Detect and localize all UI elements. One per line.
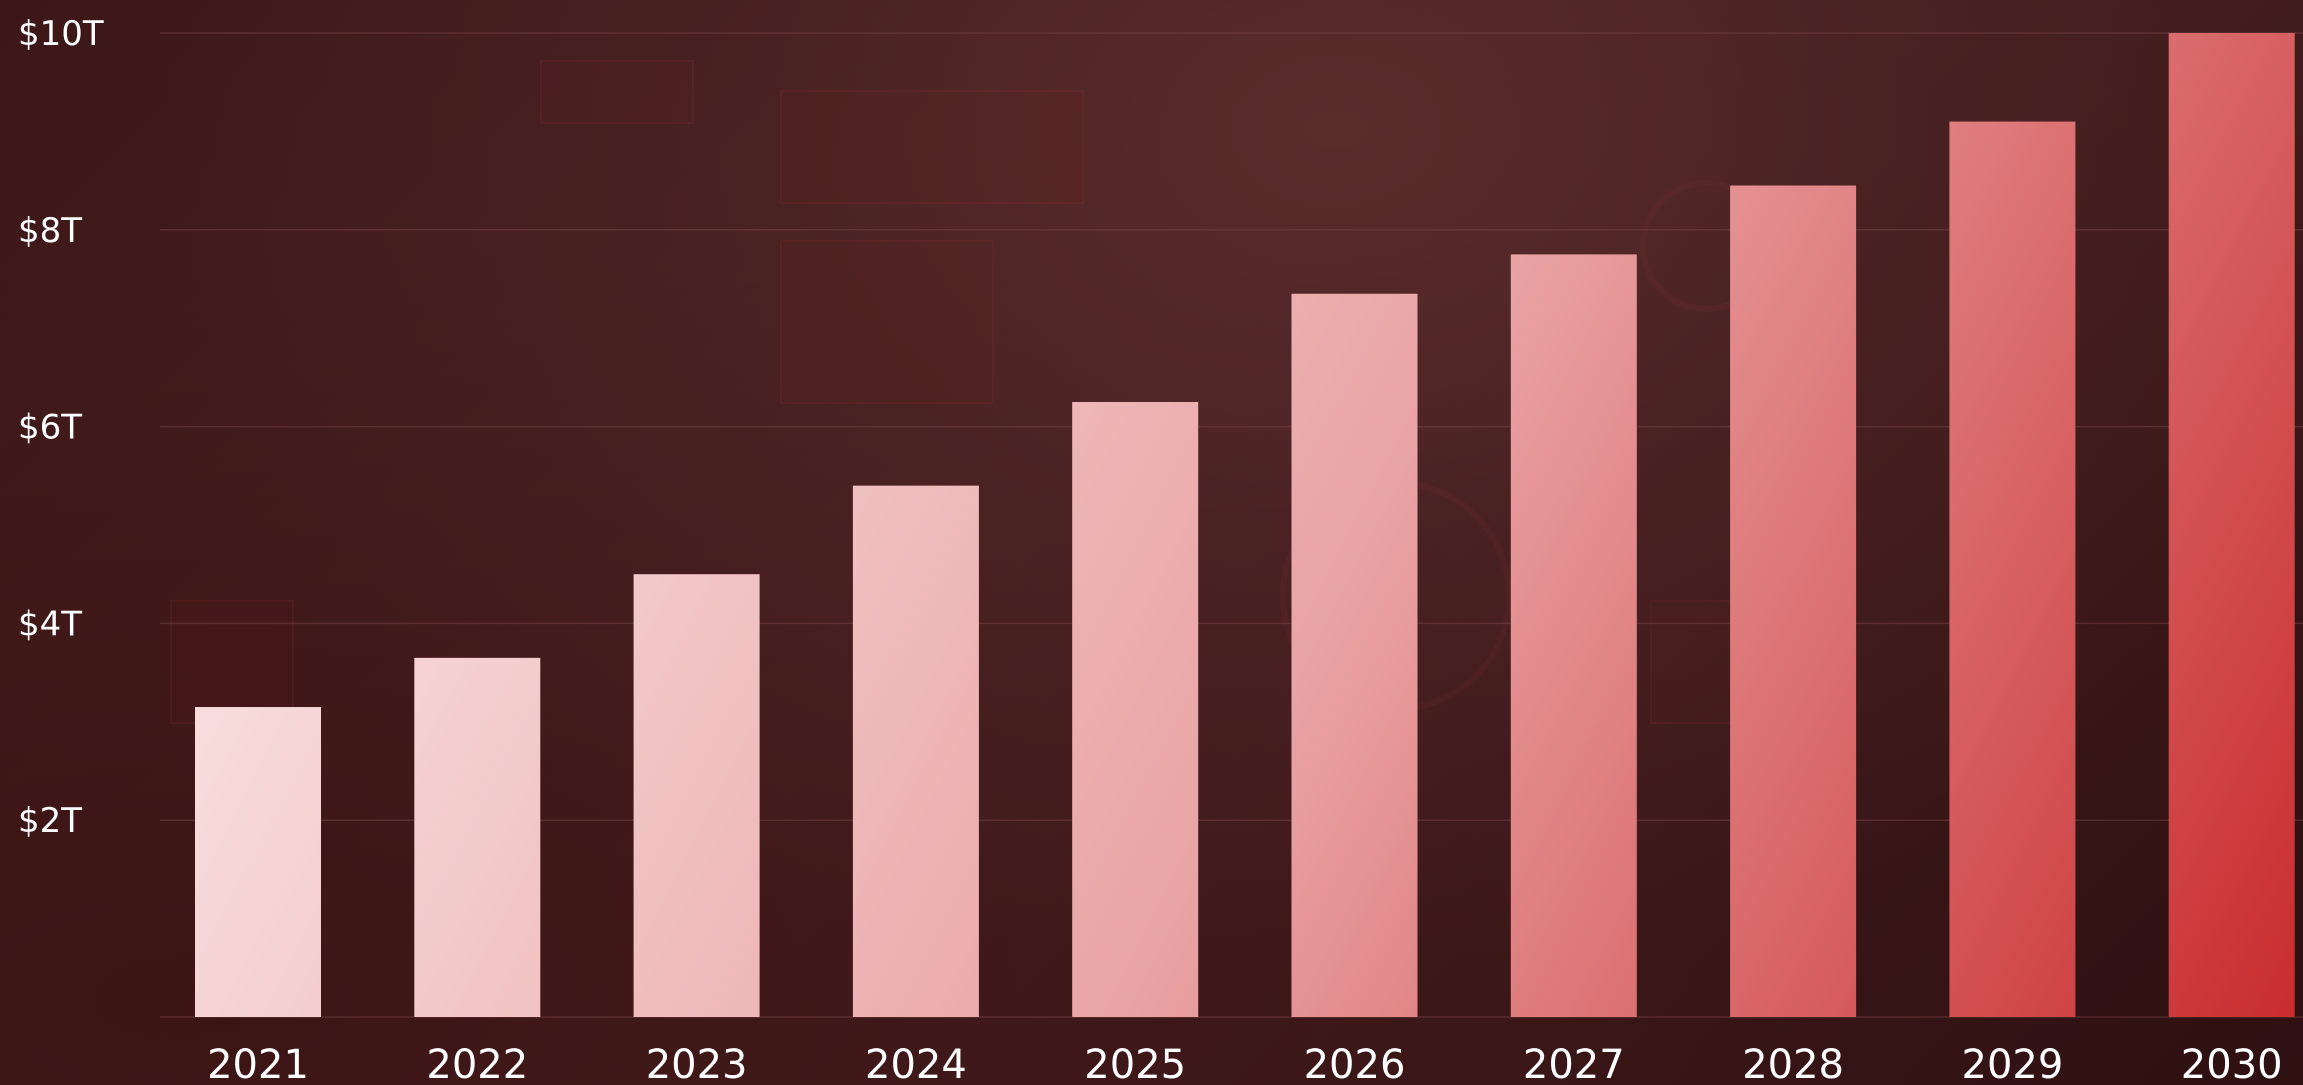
y-tick-label: $4T xyxy=(18,604,82,644)
bar xyxy=(414,657,541,1017)
x-tick-label: 2021 xyxy=(207,1042,309,1085)
background-panel xyxy=(540,60,694,124)
x-tick-label: 2027 xyxy=(1523,1042,1625,1085)
x-tick-label: 2024 xyxy=(865,1042,967,1085)
bar xyxy=(2168,33,2295,1017)
bar xyxy=(1072,402,1199,1017)
x-tick-label: 2029 xyxy=(1962,1042,2064,1085)
x-tick-label: 2030 xyxy=(2181,1042,2283,1085)
x-tick-label: 2028 xyxy=(1742,1042,1844,1085)
bar xyxy=(1510,254,1637,1017)
y-tick-label: $2T xyxy=(18,801,82,841)
y-tick-label: $10T xyxy=(18,14,104,54)
bar xyxy=(1730,185,1857,1017)
bar xyxy=(852,485,979,1017)
bar xyxy=(633,574,760,1017)
x-tick-label: 2023 xyxy=(646,1042,748,1085)
bar xyxy=(1291,293,1418,1017)
y-axis-tick-labels: $2T $4T $6T $8T $10T xyxy=(18,14,104,841)
bar xyxy=(195,707,321,1017)
y-tick-label: $6T xyxy=(18,408,82,448)
background-panel xyxy=(780,240,994,404)
background-panel xyxy=(170,600,294,724)
bars xyxy=(195,33,2295,1017)
x-axis-category-labels: 2021 2022 2023 2024 2025 2026 2027 2028 2029 2030 xyxy=(207,1042,2282,1085)
background-panel xyxy=(780,90,1084,204)
y-tick-label: $8T xyxy=(18,211,82,251)
x-tick-label: 2026 xyxy=(1304,1042,1406,1085)
x-tick-label: 2022 xyxy=(426,1042,528,1085)
bar xyxy=(1949,121,2076,1017)
x-tick-label: 2025 xyxy=(1084,1042,1186,1085)
